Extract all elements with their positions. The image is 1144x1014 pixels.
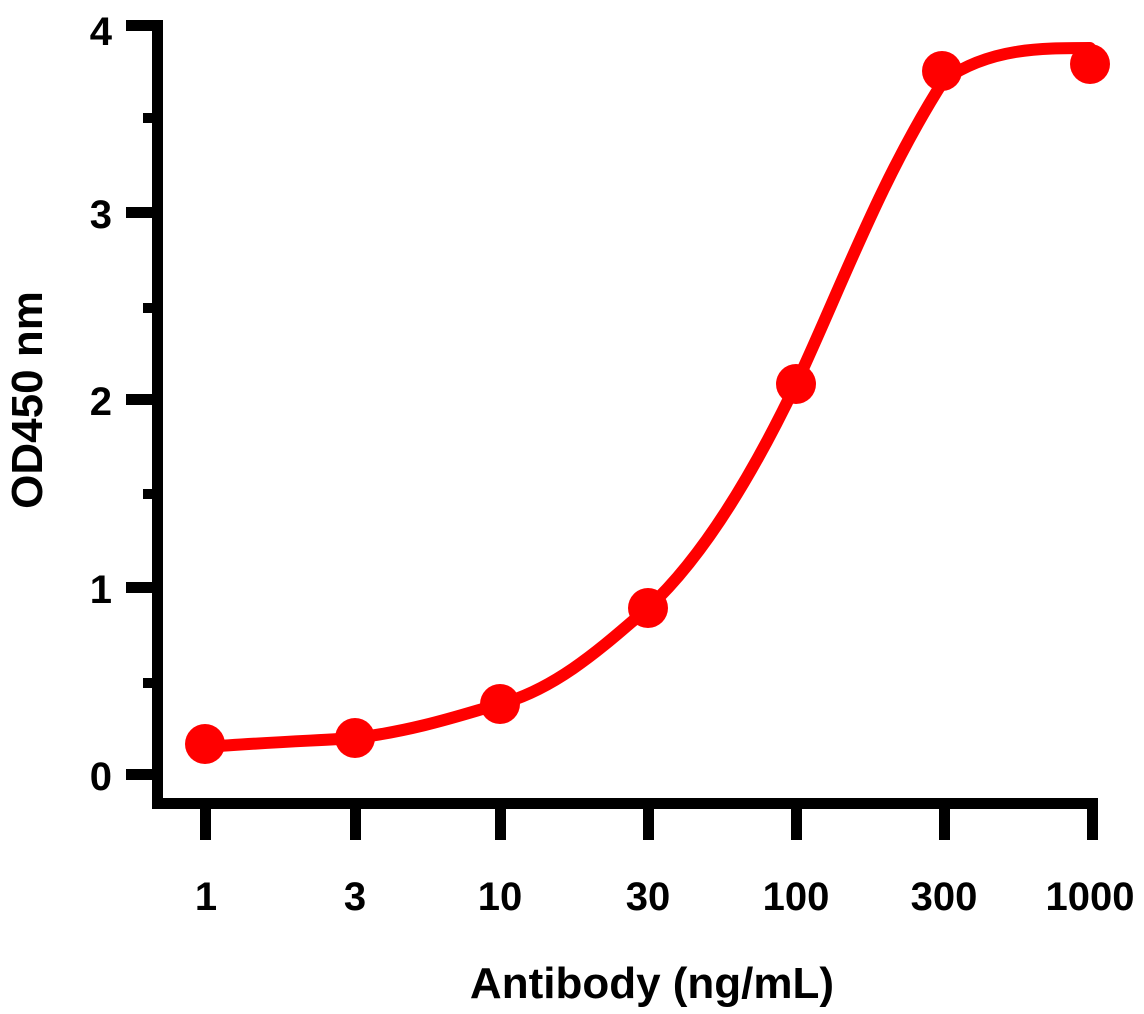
data-point (628, 588, 668, 628)
x-axis: 1 3 10 30 100 300 1000 (152, 798, 1134, 919)
y-tick-label: 1 (90, 568, 112, 612)
data-points (185, 44, 1110, 764)
fit-curve (199, 42, 1096, 753)
y-tick-label: 0 (90, 755, 112, 799)
x-tick-label: 1000 (1046, 875, 1135, 919)
y-axis: 4 3 2 1 0 (90, 10, 163, 806)
y-tick-label: 4 (90, 10, 113, 54)
x-tick-label: 300 (911, 875, 978, 919)
data-point (776, 364, 816, 404)
data-point (480, 684, 520, 724)
data-point (1070, 44, 1110, 84)
x-tick-label: 10 (478, 875, 523, 919)
data-point (335, 718, 375, 758)
data-point (185, 724, 225, 764)
x-tick-label: 3 (344, 875, 366, 919)
data-point (922, 51, 962, 91)
x-tick-label: 1 (195, 875, 217, 919)
x-axis-title: Antibody (ng/mL) (470, 959, 834, 1008)
x-tick-label: 30 (626, 875, 671, 919)
y-tick-label: 3 (90, 193, 112, 237)
y-tick-label: 2 (90, 380, 112, 424)
x-tick-label: 100 (763, 875, 830, 919)
y-axis-title: OD450 nm (3, 291, 52, 509)
